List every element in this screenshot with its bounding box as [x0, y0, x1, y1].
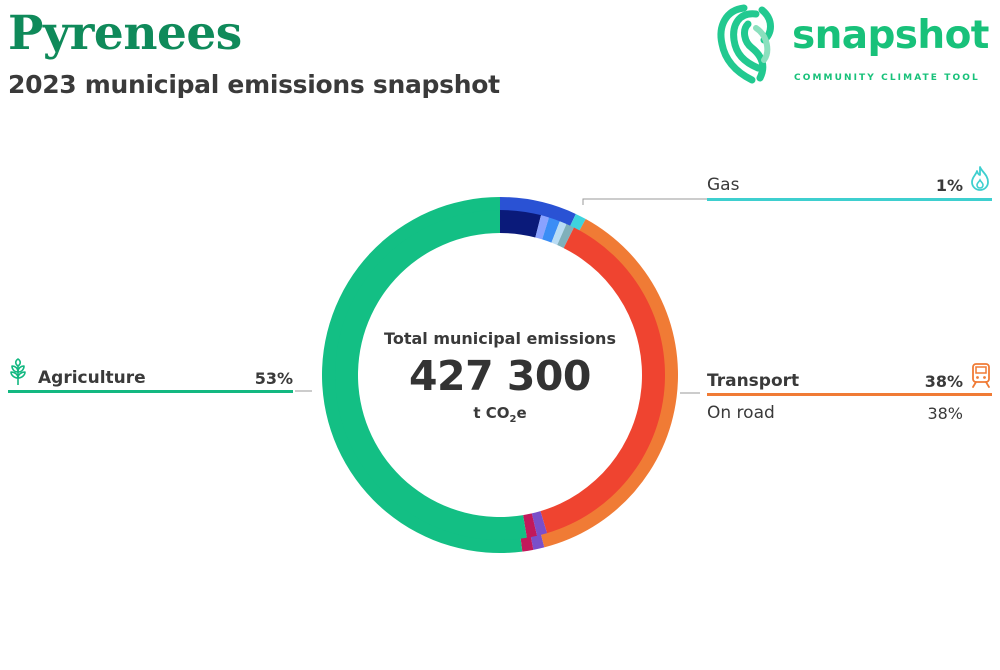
inner-slice-electricity-sub-4: [551, 221, 567, 246]
outer-slice-industrial-processes: [520, 536, 534, 552]
transport-bar: [707, 393, 992, 396]
page-subtitle: 2023 municipal emissions snapshot: [8, 70, 500, 99]
gas-bar: [707, 198, 992, 201]
snapshot-logo: snapshot COMMUNITY CLIMATE TOOL: [712, 0, 1000, 90]
gas-percent: 1%: [935, 176, 963, 195]
logo-tagline: COMMUNITY CLIMATE TOOL: [794, 73, 980, 83]
inner-slice-waste: [531, 511, 548, 536]
inner-slice-on-road: [540, 227, 665, 534]
agriculture-percent: 53%: [254, 369, 293, 388]
total-label: Total municipal emissions: [384, 329, 616, 348]
wheat-icon: [10, 358, 26, 385]
gas-leader-line: [582, 198, 707, 205]
total-value: 427 300: [409, 352, 591, 400]
total-unit: t CO2e: [473, 404, 527, 425]
inner-slice-electricity-sub-1: [500, 210, 542, 238]
page-title: Pyrenees: [8, 6, 242, 61]
inner-slice-gas-sub: [557, 223, 574, 249]
inner-slice-electricity-sub-3: [542, 217, 560, 243]
outer-ring: [322, 197, 678, 553]
transport-percent: 38%: [924, 372, 963, 391]
agriculture-label: Agriculture: [38, 368, 146, 388]
inner-slice-electricity-sub-2: [535, 215, 550, 240]
train-icon: [972, 363, 990, 388]
fingerprint-logo-icon: [717, 4, 774, 84]
on-road-label: On road: [707, 403, 775, 423]
inner-slice-industrial-processes: [523, 513, 538, 538]
inner-slice-agriculture: [334, 210, 527, 540]
inner-ring: [334, 210, 665, 540]
on-road-percent: 38%: [927, 404, 963, 423]
transport-label: Transport: [707, 371, 800, 391]
gas-label: Gas: [707, 175, 740, 195]
agriculture-bar: [8, 390, 293, 393]
outer-slice-waste: [530, 533, 545, 550]
outer-slice-gas: [569, 213, 586, 232]
flame-icon: [971, 166, 989, 191]
logo-wordmark: snapshot: [792, 13, 989, 58]
outer-slice-electricity: [500, 197, 576, 227]
outer-slice-transport: [540, 219, 678, 548]
